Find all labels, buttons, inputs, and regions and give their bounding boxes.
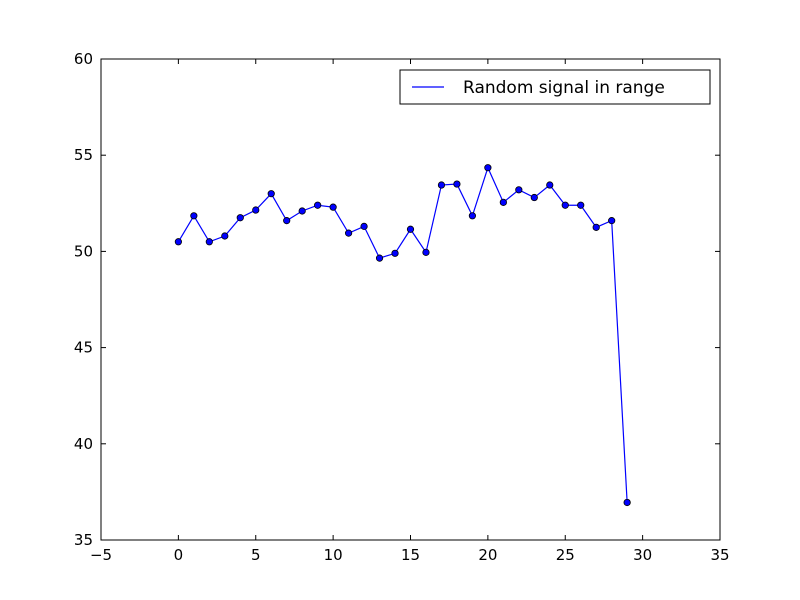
y-tick-label: 45 — [74, 339, 93, 357]
data-point — [221, 232, 229, 240]
data-point — [329, 203, 337, 211]
legend: Random signal in range — [399, 69, 711, 105]
data-point — [298, 207, 306, 215]
data-point — [468, 212, 476, 220]
data-point — [190, 212, 198, 220]
data-point — [174, 238, 182, 246]
data-point — [623, 498, 631, 507]
data-point — [236, 214, 244, 222]
y-tick-label: 35 — [74, 531, 93, 549]
y-tick-label: 40 — [74, 435, 93, 453]
y-tick-label: 60 — [74, 50, 93, 68]
legend-label: Random signal in range — [463, 78, 665, 98]
data-point — [344, 229, 353, 237]
x-tick-label: 0 — [174, 546, 184, 564]
plot-frame — [100, 58, 721, 541]
data-point — [267, 190, 275, 198]
x-tick-label: 10 — [324, 546, 343, 564]
data-point — [391, 249, 399, 257]
data-point — [484, 164, 492, 172]
legend-box — [399, 69, 711, 105]
data-point — [437, 181, 446, 189]
x-tick-label: 15 — [401, 546, 420, 564]
x-tick-label: 20 — [478, 546, 497, 564]
data-point — [592, 223, 600, 231]
data-point — [577, 201, 585, 209]
data-point — [515, 186, 523, 194]
data-point — [608, 217, 616, 225]
x-tick-label: 5 — [251, 546, 261, 564]
x-tick-label: 25 — [556, 546, 575, 564]
ticks: −5 0 5 10 15 20 25 30 35 35 40 45 50 55 60 — [74, 50, 730, 564]
data-point — [499, 198, 507, 206]
data-point — [453, 180, 461, 188]
data-point — [314, 201, 322, 209]
series — [174, 164, 631, 507]
data-point — [406, 225, 415, 233]
data-point — [252, 206, 260, 214]
data-point — [283, 217, 291, 225]
data-point — [360, 222, 368, 230]
x-tick-label: 35 — [710, 546, 729, 564]
data-point — [205, 238, 213, 246]
data-point — [375, 254, 384, 262]
data-point — [546, 181, 554, 189]
data-point — [422, 248, 430, 256]
y-tick-label: 50 — [74, 242, 93, 260]
data-point — [530, 193, 538, 202]
data-point — [561, 201, 569, 209]
x-tick-label: 30 — [633, 546, 652, 564]
plot-area — [101, 59, 720, 540]
y-tick-label: 55 — [74, 146, 93, 164]
x-tick-label: −5 — [90, 546, 112, 564]
